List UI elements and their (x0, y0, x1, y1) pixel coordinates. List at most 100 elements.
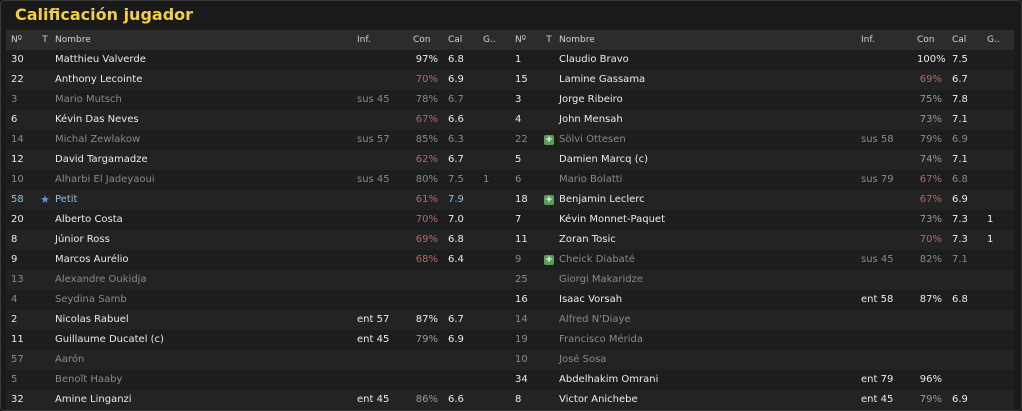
player-row[interactable]: 11 Guillaume Ducatel (c) ent 45 79% 6.9 (6, 330, 510, 350)
player-row[interactable]: 2 Nicolas Rabuel ent 57 87% 6.7 (6, 310, 510, 330)
player-name[interactable]: Aarón (55, 354, 85, 365)
player-name[interactable]: Isaac Vorsah (559, 294, 623, 305)
col-header-goals[interactable]: G.. (483, 35, 496, 45)
player-row[interactable]: 16 Isaac Vorsah ent 58 87% 6.8 (510, 290, 1014, 310)
player-name[interactable]: John Mensah (559, 114, 623, 125)
player-name[interactable]: Zoran Tosic (559, 234, 616, 245)
player-name[interactable]: Abdelhakim Omrani (559, 374, 659, 385)
player-name[interactable]: Kévin Monnet-Paquet (559, 214, 665, 225)
player-row[interactable]: 3 Jorge Ribeiro 75% 7.8 (510, 90, 1014, 110)
player-row[interactable]: 10 José Sosa (510, 350, 1014, 370)
player-row[interactable]: 10 Alharbi El Jadeyaoui sus 45 80% 7.5 1 (6, 170, 510, 190)
player-row[interactable]: 25 Giorgi Makaridze (510, 270, 1014, 290)
player-name[interactable]: Benjamin Leclerc (559, 194, 645, 205)
player-row[interactable]: 1 Claudio Bravo 100% 7.5 (510, 50, 1014, 70)
player-row[interactable]: 8 Júnior Ross 69% 6.8 (6, 230, 510, 250)
player-row[interactable]: 20 Alberto Costa 70% 7.0 (6, 210, 510, 230)
player-row[interactable]: 6 Kévin Das Neves 67% 6.6 (6, 110, 510, 130)
col-header-type[interactable]: T (42, 35, 48, 45)
player-name[interactable]: Sölvi Ottesen (559, 134, 626, 145)
player-name[interactable]: Mario Bolatti (559, 174, 623, 185)
player-row[interactable]: 13 Alexandre Oukidja (6, 270, 510, 290)
player-name[interactable]: Petit (55, 194, 78, 205)
player-name[interactable]: Michal Zewlakow (55, 134, 141, 145)
player-number: 25 (515, 274, 528, 285)
player-row[interactable]: 18 + Benjamin Leclerc 67% 6.9 (510, 190, 1014, 210)
player-name[interactable]: David Targamadze (55, 154, 148, 165)
col-header-condition[interactable]: Con (413, 35, 431, 45)
player-rating: 6.4 (448, 254, 464, 265)
player-name[interactable]: Claudio Bravo (559, 54, 629, 65)
col-header-name[interactable]: Nombre (559, 35, 595, 45)
col-header-info[interactable]: Inf. (861, 35, 875, 45)
col-header-info[interactable]: Inf. (357, 35, 371, 45)
player-name[interactable]: Seydina Samb (55, 294, 127, 305)
player-condition: 86% (415, 394, 438, 405)
player-row[interactable]: 57 Aarón (6, 350, 510, 370)
player-name[interactable]: Alharbi El Jadeyaoui (55, 174, 155, 185)
col-header-name[interactable]: Nombre (55, 35, 91, 45)
player-name[interactable]: Anthony Lecointe (55, 74, 143, 85)
player-name[interactable]: Lamine Gassama (559, 74, 646, 85)
player-row[interactable]: 19 Francisco Mérida (510, 330, 1014, 350)
player-rating: 6.9 (448, 74, 464, 85)
player-row[interactable]: 34 Abdelhakim Omrani ent 79 96% (510, 370, 1014, 390)
col-header-rating[interactable]: Cal (448, 35, 463, 45)
player-name[interactable]: Júnior Ross (55, 234, 110, 245)
col-header-goals[interactable]: G.. (987, 35, 1000, 45)
player-name[interactable]: Marcos Aurélio (55, 254, 129, 265)
player-row[interactable]: 6 Mario Bolatti sus 79 67% 6.8 (510, 170, 1014, 190)
player-rating: 7.0 (448, 214, 464, 225)
player-row[interactable]: 22 Anthony Lecointe 70% 6.9 (6, 70, 510, 90)
col-header-rating[interactable]: Cal (952, 35, 967, 45)
player-name[interactable]: Jorge Ribeiro (559, 94, 623, 105)
player-row[interactable]: 15 Lamine Gassama 69% 6.7 (510, 70, 1014, 90)
player-rating: 7.9 (448, 194, 464, 205)
player-name[interactable]: Mario Mutsch (55, 94, 122, 105)
col-header-number[interactable]: Nº (515, 35, 526, 45)
player-condition: 75% (919, 94, 942, 105)
player-row[interactable]: 30 Matthieu Valverde 97% 6.8 (6, 50, 510, 70)
player-row[interactable]: 8 Victor Anichebe ent 45 79% 6.9 (510, 390, 1014, 410)
player-name[interactable]: Benoît Haaby (55, 374, 123, 385)
player-row[interactable]: 4 John Mensah 73% 7.1 (510, 110, 1014, 130)
col-header-condition[interactable]: Con (917, 35, 935, 45)
player-name[interactable]: Amine Linganzi (55, 394, 132, 405)
player-condition: 87% (415, 314, 438, 325)
player-condition: 70% (415, 214, 438, 225)
player-row[interactable]: 9 Marcos Aurélio 68% 6.4 (6, 250, 510, 270)
player-number: 1 (515, 54, 522, 65)
player-name[interactable]: Alexandre Oukidja (55, 274, 147, 285)
player-row[interactable]: 5 Benoît Haaby (6, 370, 510, 390)
player-type-cell: + (543, 130, 555, 150)
player-name[interactable]: José Sosa (559, 354, 607, 365)
player-row[interactable]: 9 + Cheick Diabaté sus 45 82% 7.1 (510, 250, 1014, 270)
player-condition: 70% (919, 234, 942, 245)
player-name[interactable]: Kévin Das Neves (55, 114, 139, 125)
player-name[interactable]: Victor Anichebe (559, 394, 638, 405)
player-condition: 79% (415, 334, 438, 345)
player-row[interactable]: 14 Alfred N'Diaye (510, 310, 1014, 330)
player-row[interactable]: 5 Damien Marcq (c) 74% 7.1 (510, 150, 1014, 170)
player-row[interactable]: 14 Michal Zewlakow sus 57 85% 6.3 (6, 130, 510, 150)
player-name[interactable]: Cheick Diabaté (559, 254, 635, 265)
player-row[interactable]: 3 Mario Mutsch sus 45 78% 6.7 (6, 90, 510, 110)
col-header-type[interactable]: T (546, 35, 552, 45)
player-name[interactable]: Nicolas Rabuel (55, 314, 129, 325)
player-name[interactable]: Guillaume Ducatel (c) (55, 334, 164, 345)
player-row[interactable]: 12 David Targamadze 62% 6.7 (6, 150, 510, 170)
player-name[interactable]: Alfred N'Diaye (559, 314, 631, 325)
player-name[interactable]: Matthieu Valverde (55, 54, 146, 65)
player-row[interactable]: 58 ★ Petit 61% 7.9 (6, 190, 510, 210)
player-name[interactable]: Giorgi Makaridze (559, 274, 644, 285)
player-row[interactable]: 7 Kévin Monnet-Paquet 73% 7.3 1 (510, 210, 1014, 230)
player-row[interactable]: 32 Amine Linganzi ent 45 86% 6.6 (6, 390, 510, 410)
player-name[interactable]: Alberto Costa (55, 214, 123, 225)
player-name[interactable]: Damien Marcq (c) (559, 154, 648, 165)
player-number: 34 (515, 374, 528, 385)
player-row[interactable]: 4 Seydina Samb (6, 290, 510, 310)
col-header-number[interactable]: Nº (11, 35, 22, 45)
player-name[interactable]: Francisco Mérida (559, 334, 644, 345)
player-row[interactable]: 11 Zoran Tosic 70% 7.3 1 (510, 230, 1014, 250)
player-row[interactable]: 22 + Sölvi Ottesen sus 58 79% 6.9 (510, 130, 1014, 150)
